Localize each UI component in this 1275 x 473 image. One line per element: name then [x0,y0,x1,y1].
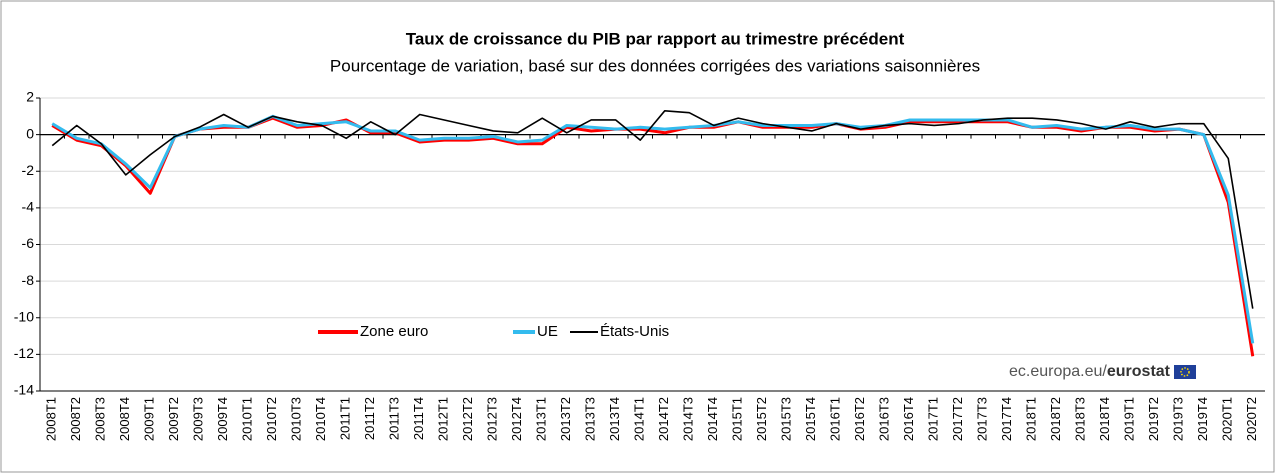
x-tick-label: 2009T3 [191,397,206,441]
x-tick-label: 2012T2 [460,397,475,441]
x-tick-label: 2014T2 [656,397,671,441]
y-tick-label: -2 [22,162,35,178]
eu-flag-stars [1180,367,1190,377]
x-tick-label: 2012T4 [509,397,524,441]
x-tick-label: 2008T2 [68,397,83,441]
x-tick-label: 2014T1 [632,397,647,441]
y-tick-label: 0 [26,125,34,141]
x-tick-label: 2008T1 [44,397,59,441]
x-tick-label: 2018T1 [1024,397,1039,441]
x-tick-label: 2016T3 [877,397,892,441]
x-tick-label: 2018T2 [1048,397,1063,441]
x-tick-label: 2008T4 [117,397,132,441]
x-tick-label: 2012T3 [485,397,500,441]
x-tick-label: 2016T4 [901,397,916,441]
x-tick-label: 2011T1 [338,397,353,440]
source-brand: eurostat [1107,363,1171,380]
x-tick-label: 2019T4 [1195,397,1210,441]
x-tick-label: 2013T1 [534,397,549,441]
y-tick-label: -8 [22,272,35,288]
x-tick-label: 2017T2 [950,397,965,441]
source: ec.europa.eu/eurostat [1009,363,1171,380]
x-tick-label: 2009T1 [142,397,157,441]
y-tick-label: -10 [14,308,34,324]
x-tick-label: 2019T2 [1146,397,1161,441]
x-tick-label: 2013T2 [558,397,573,441]
y-tick-label: -6 [22,235,35,251]
y-tick-label: -4 [22,199,35,215]
x-tick-label: 2009T2 [166,397,181,441]
chart-subtitle: Pourcentage de variation, basé sur des d… [330,56,980,75]
y-tick-label: -14 [14,382,34,398]
x-tick-label: 2015T1 [730,397,745,441]
x-tick-label: 2011T3 [387,397,402,440]
x-tick-label: 2011T2 [362,397,377,440]
x-tick-label: 2016T2 [852,397,867,441]
x-tick-label: 2016T1 [828,397,843,441]
x-tick-label: 2019T1 [1122,397,1137,441]
x-tick-label: 2015T3 [779,397,794,441]
y-tick-label: -12 [14,345,34,361]
x-tick-label: 2009T4 [215,397,230,441]
x-tick-label: 2019T3 [1171,397,1186,441]
x-tick-label: 2010T4 [313,397,328,441]
x-tick-label: 2014T4 [705,397,720,441]
x-tick-label: 2012T1 [436,397,451,441]
x-tick-label: 2018T3 [1073,397,1088,441]
legend-label: États-Unis [600,323,669,340]
x-tick-label: 2018T4 [1097,397,1112,441]
x-tick-label: 2017T4 [999,397,1014,441]
legend-label: Zone euro [360,323,428,340]
x-tick-label: 2013T4 [607,397,622,441]
x-tick-label: 2013T3 [583,397,598,441]
x-tick-label: 2017T3 [975,397,990,441]
legend-label: UE [537,323,558,340]
x-tick-label: 2015T2 [754,397,769,441]
x-tick-label: 2014T3 [681,397,696,441]
x-tick-label: 2020T1 [1220,397,1235,441]
x-tick-label: 2010T1 [240,397,255,441]
x-tick-label: 2020T2 [1244,397,1259,441]
x-tick-label: 2017T1 [926,397,941,441]
chart-title: Taux de croissance du PIB par rapport au… [406,29,905,48]
y-tick-label: 2 [26,89,34,105]
eu-flag [1174,365,1196,379]
source-site: ec.europa.eu/ [1009,363,1107,380]
x-tick-label: 2008T3 [93,397,108,441]
series-line [51,110,1254,309]
x-tick-label: 2015T4 [803,397,818,441]
x-tick-label: 2011T4 [411,397,426,440]
x-tick-label: 2010T3 [289,397,304,441]
x-tick-label: 2010T2 [264,397,279,441]
